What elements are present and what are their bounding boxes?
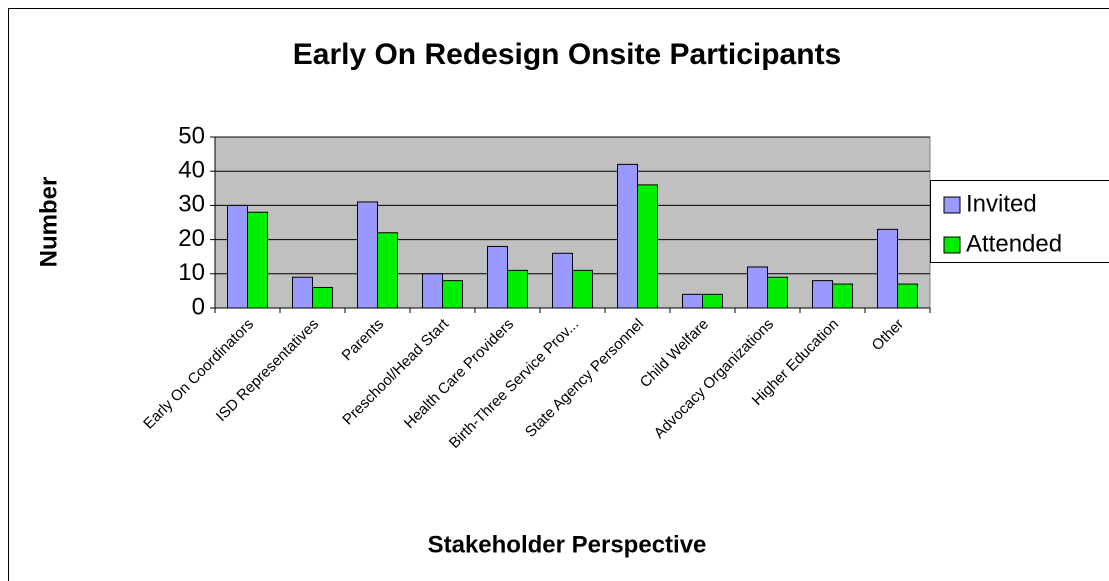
bar	[312, 286, 333, 309]
y-tick-label: 40	[178, 157, 205, 184]
bar	[227, 204, 248, 309]
y-axis-label: Number	[35, 177, 62, 268]
bar	[292, 276, 313, 309]
bar	[897, 283, 918, 309]
bar	[572, 269, 593, 309]
y-tick-label: 30	[178, 191, 205, 218]
bar	[442, 280, 463, 309]
y-tick-label: 50	[178, 122, 205, 149]
bar	[487, 245, 508, 309]
bar	[832, 283, 853, 309]
bar	[747, 266, 768, 309]
legend-swatch	[943, 236, 961, 254]
bar	[702, 293, 723, 309]
bar	[682, 293, 703, 309]
bar	[617, 163, 638, 309]
bar	[377, 232, 398, 309]
bar	[247, 211, 268, 309]
bar	[637, 184, 658, 309]
legend-swatch	[943, 196, 961, 214]
bar	[422, 273, 443, 309]
legend-label: Attended	[966, 230, 1062, 257]
x-axis-label: Stakeholder Perspective	[428, 531, 707, 558]
y-tick-label: 10	[178, 259, 205, 286]
chart-title: Early On Redesign Onsite Participants	[293, 38, 842, 71]
bar	[552, 252, 573, 309]
y-tick-label: 20	[178, 225, 205, 252]
y-tick-label: 0	[192, 293, 205, 320]
bar	[507, 269, 528, 309]
legend-label: Invited	[966, 190, 1037, 217]
bar	[812, 280, 833, 309]
bar	[877, 228, 898, 309]
bar	[767, 276, 788, 309]
bar	[357, 201, 378, 309]
